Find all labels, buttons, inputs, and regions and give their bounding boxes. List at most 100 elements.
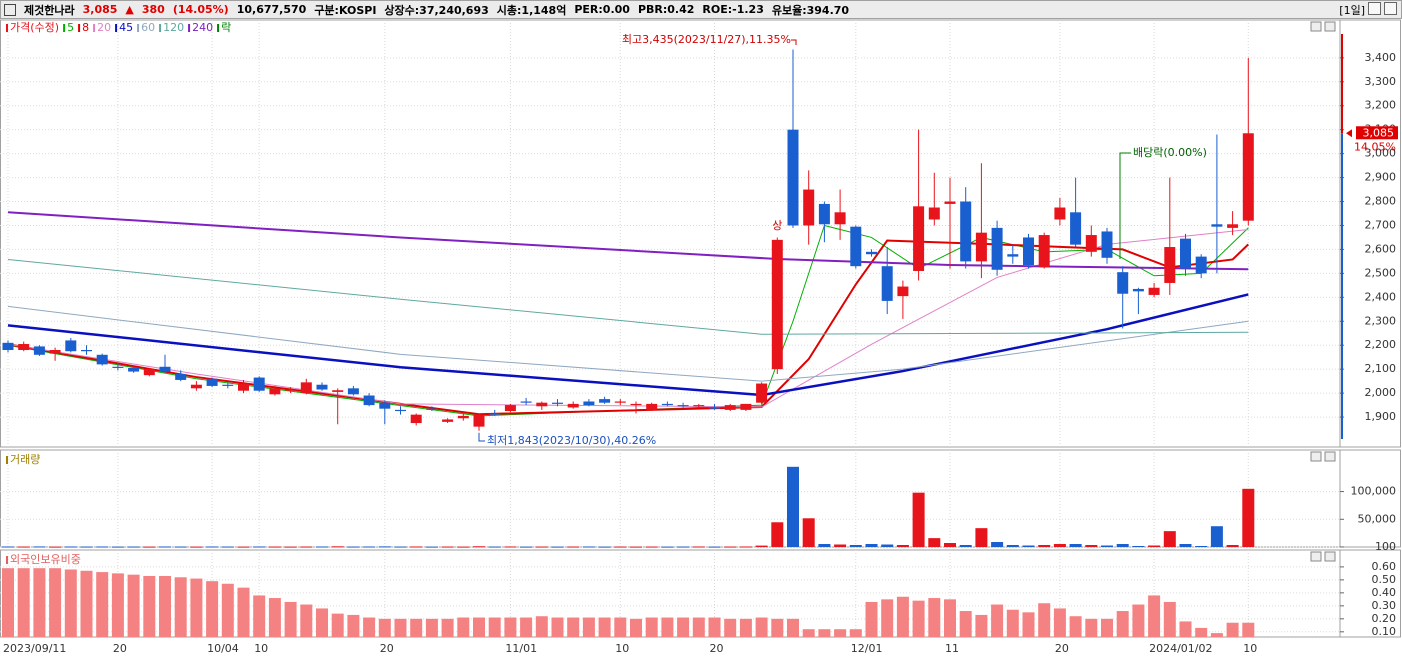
candle-body <box>661 403 673 406</box>
bar <box>1132 546 1145 548</box>
bar <box>896 545 909 547</box>
y-tick-label: 2,300 <box>1365 314 1397 327</box>
ex-dividend-annotation: 배당락(0.00%) <box>1133 146 1207 159</box>
bar <box>975 528 988 547</box>
bar <box>253 546 266 548</box>
candle-body <box>897 286 909 297</box>
bar <box>724 546 737 548</box>
bar <box>881 599 894 637</box>
bar <box>1195 546 1208 548</box>
limit-up-mark: 상 <box>772 219 782 232</box>
maximize-button[interactable] <box>1368 2 1381 15</box>
candle-body <box>1101 231 1113 258</box>
y-tick-label: 0.10 <box>1372 625 1397 638</box>
bar <box>300 604 313 637</box>
candle-body <box>787 129 799 226</box>
legend-entry: 8 <box>82 21 89 34</box>
ex-dividend-line <box>1119 152 1131 259</box>
candle-body <box>175 373 187 380</box>
y-tick-label: 2,900 <box>1365 171 1397 184</box>
bar <box>771 522 784 547</box>
candle-body <box>190 384 202 389</box>
candle-body <box>206 378 218 386</box>
bar <box>818 629 831 637</box>
candle-body <box>520 401 532 403</box>
bar <box>582 617 595 637</box>
bar <box>896 596 909 637</box>
pane-frame <box>0 449 1401 548</box>
candle-body <box>740 403 752 410</box>
bar <box>912 600 925 637</box>
bar <box>865 544 878 547</box>
candle-body <box>881 266 893 301</box>
legend-entry: 45 <box>119 21 133 34</box>
bar <box>551 546 564 548</box>
bar <box>1210 526 1223 547</box>
candle-body <box>442 419 454 422</box>
info: PBR:0.42 <box>637 3 695 16</box>
candle-body <box>410 414 422 424</box>
bar <box>645 546 658 548</box>
period[interactable]: [1일] <box>1339 4 1365 17</box>
x-tick-label: 10 <box>1243 642 1257 655</box>
bar <box>1022 545 1035 547</box>
y-tick-label: 2,800 <box>1365 195 1397 208</box>
bar <box>1132 604 1145 637</box>
bar <box>818 544 831 547</box>
bar <box>1006 609 1019 637</box>
bar <box>708 617 721 637</box>
candle-body <box>2 342 14 351</box>
bar <box>787 618 799 637</box>
bar <box>630 546 642 548</box>
legend-swatch <box>188 24 191 32</box>
bar <box>190 578 203 637</box>
legend-swatch <box>159 24 162 32</box>
pane-button <box>1310 551 1322 562</box>
window-buttons: [1일] <box>1339 2 1397 18</box>
y-tick-label: 2,400 <box>1365 290 1397 303</box>
bar <box>834 629 847 637</box>
bar <box>928 538 941 547</box>
bar <box>143 575 156 637</box>
moving-average <box>7 229 1249 408</box>
bar <box>1069 544 1082 547</box>
bar <box>661 546 674 548</box>
header-bar: 제것한나라 3,085 ▲ 380 (14.05%) 10,677,570 구분… <box>0 0 1402 19</box>
candle-body <box>567 403 579 408</box>
volume: 10,677,570 <box>236 3 307 16</box>
bar <box>316 546 328 548</box>
bar <box>582 546 595 548</box>
bar <box>284 601 297 637</box>
bar <box>991 542 1004 547</box>
x-tick-label: 11/01 <box>505 642 537 655</box>
bar <box>959 545 972 547</box>
y-tick-label: 0.40 <box>1372 586 1397 599</box>
pane-title: 외국인보유비중 <box>10 553 81 566</box>
arrow <box>791 39 797 45</box>
bar <box>473 546 485 548</box>
bar <box>49 546 62 548</box>
candle-body <box>1038 235 1050 268</box>
candle-body <box>1132 288 1144 292</box>
close-button[interactable] <box>1384 2 1397 15</box>
candle-body <box>928 207 940 220</box>
bar <box>692 546 705 548</box>
bar <box>614 617 627 637</box>
bar <box>1148 595 1161 637</box>
bar <box>1085 545 1098 547</box>
bar <box>1085 618 1098 637</box>
bar <box>708 546 721 548</box>
last-price-pointer <box>1346 129 1352 138</box>
moving-average <box>7 305 1249 382</box>
x-tick-label: 10 <box>615 642 629 655</box>
moving-average <box>7 258 1249 335</box>
candle-body <box>332 390 344 392</box>
bar <box>928 598 941 637</box>
legend-swatch <box>78 24 81 32</box>
pane-button <box>1324 551 1336 562</box>
candle-body <box>253 377 265 391</box>
y-tick-label: 0.20 <box>1372 612 1397 625</box>
bar <box>410 546 423 548</box>
price: 3,085 <box>82 3 118 16</box>
bar <box>17 568 30 637</box>
